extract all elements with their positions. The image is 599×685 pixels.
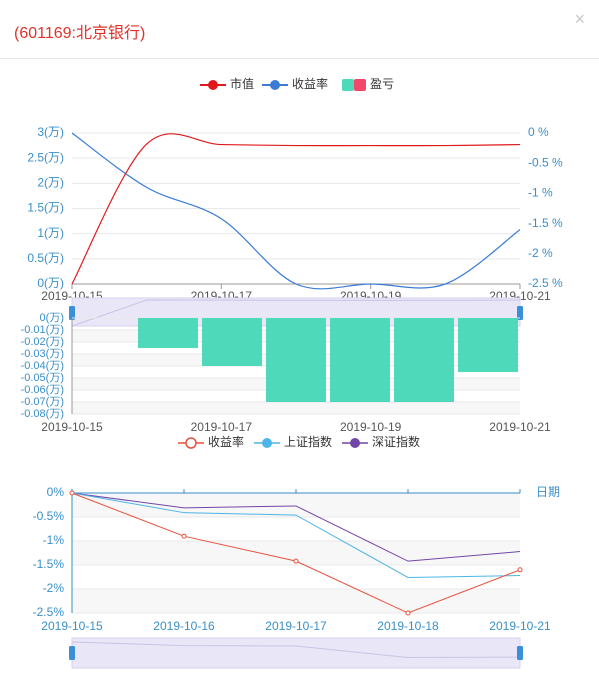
chart3-y-tick: -1.5% xyxy=(33,557,65,571)
legend-sh-index[interactable]: 上证指数 xyxy=(254,434,332,449)
legend-sh-index-marker xyxy=(262,438,272,448)
chart3-x-tick: 2019-10-18 xyxy=(377,619,439,633)
chart3-x-tick: 2019-10-21 xyxy=(489,619,551,633)
chart1-x-tick: 2019-10-19 xyxy=(340,289,402,303)
chart2-bar[interactable] xyxy=(458,318,518,372)
chart1-y-right-tick: -1.5 % xyxy=(528,216,563,230)
chart2-bar[interactable] xyxy=(266,318,326,402)
legend-return-rate[interactable]: 收益率 xyxy=(262,76,328,91)
dialog-header: (601169:北京银行) × xyxy=(0,0,599,59)
zoom-slider-top-handle-left[interactable] xyxy=(69,306,75,320)
chart2-x-tick: 2019-10-21 xyxy=(489,420,551,434)
chart2-band xyxy=(72,354,520,366)
chart3-x-tick: 2019-10-15 xyxy=(41,619,103,633)
chart2-x-tick: 2019-10-19 xyxy=(340,420,402,434)
chart2-y-tick: -0.05(万) xyxy=(21,372,64,384)
legend-stock-return-marker xyxy=(185,437,197,449)
chart3-point[interactable] xyxy=(517,567,523,573)
chart2-band xyxy=(72,378,520,390)
chart2-x-tick: 2019-10-17 xyxy=(191,420,253,434)
chart1-x-tick: 2019-10-17 xyxy=(191,289,253,303)
chart2-bar[interactable] xyxy=(138,318,198,348)
legend-pnl-icon-neg xyxy=(354,79,366,91)
chart1-y-left-tick: 2(万) xyxy=(37,176,64,190)
chart3-series-sz-index xyxy=(71,492,521,562)
chart1-y-right-tick: -2.5 % xyxy=(528,276,563,290)
chart1-y-right-tick: 0 % xyxy=(528,125,549,139)
chart1-y-left-tick: 1(万) xyxy=(37,226,64,240)
legend-sh-index-label: 上证指数 xyxy=(284,434,332,449)
chart1-y-left-tick: 1.5(万) xyxy=(27,201,64,215)
chart1-y-right-tick: -2 % xyxy=(528,246,553,260)
chart2-y-tick: -0.07(万) xyxy=(21,396,64,408)
chart1-y-right-tick: -0.5 % xyxy=(528,155,563,169)
legend-sz-index-marker xyxy=(350,438,360,448)
chart2-bar[interactable] xyxy=(394,318,454,402)
chart1-y-left-tick: 3(万) xyxy=(37,125,64,139)
chart1-y-right-tick: -1 % xyxy=(528,186,553,200)
legend-return-rate-label: 收益率 xyxy=(292,76,328,91)
chart1-series-return-rate xyxy=(71,132,521,290)
chart3-y-tick: -2% xyxy=(43,581,65,595)
chart3-x-tick: 2019-10-17 xyxy=(265,619,327,633)
chart3-y-tick: -0.5% xyxy=(33,509,65,523)
chart3-band xyxy=(72,589,520,613)
zoom-slider-bottom-preview xyxy=(71,641,521,658)
chart2-y-tick: -0.06(万) xyxy=(21,384,64,396)
close-icon[interactable]: × xyxy=(574,9,585,29)
chart2-bar[interactable] xyxy=(330,318,390,402)
chart2-x-tick: 2019-10-15 xyxy=(41,420,103,434)
chart3-x-axis-name: 日期 xyxy=(536,485,560,499)
chart3-point[interactable] xyxy=(181,533,187,539)
legend-market-value-marker xyxy=(208,80,218,90)
legend-pnl[interactable]: 盈亏 xyxy=(342,77,394,91)
chart3-point[interactable] xyxy=(293,558,299,564)
chart2-y-tick: 0(万) xyxy=(40,312,64,324)
legend-market-value-label: 市值 xyxy=(230,76,254,91)
chart3-series-stock-return xyxy=(71,492,521,614)
chart1-y-left-tick: 2.5(万) xyxy=(27,150,64,164)
chart3-point[interactable] xyxy=(69,490,75,496)
legend-stock-return-label: 收益率 xyxy=(208,434,244,449)
chart1-x-tick: 2019-10-21 xyxy=(489,289,551,303)
chart2-y-tick: -0.03(万) xyxy=(21,348,64,360)
chart2-bar[interactable] xyxy=(202,318,262,366)
zoom-slider-bottom-handle-right[interactable] xyxy=(517,646,523,660)
chart2-band xyxy=(72,402,520,414)
zoom-slider-bottom-handle-left[interactable] xyxy=(69,646,75,660)
legend-market-value[interactable]: 市值 xyxy=(200,76,254,91)
chart3-x-tick: 2019-10-16 xyxy=(153,619,215,633)
legend-pnl-label: 盈亏 xyxy=(370,77,394,91)
legend-stock-return[interactable]: 收益率 xyxy=(178,434,244,449)
chart2-y-tick: -0.08(万) xyxy=(21,408,64,420)
chart3-band xyxy=(72,541,520,565)
legend-sz-index-label: 深证指数 xyxy=(372,434,420,449)
chart3-y-tick: -1% xyxy=(43,533,65,547)
dialog-title: (601169:北京银行) xyxy=(14,25,146,42)
chart2-band xyxy=(72,330,520,342)
chart3-series-sh-index xyxy=(71,492,521,578)
chart2-y-tick: -0.04(万) xyxy=(21,360,64,372)
chart1-y-left-tick: 0.5(万) xyxy=(27,251,64,265)
chart3-y-tick: -2.5% xyxy=(33,605,65,619)
zoom-slider-top[interactable] xyxy=(71,297,521,327)
legend-return-rate-marker xyxy=(270,80,280,90)
legend-pnl-icon xyxy=(342,79,354,91)
zoom-slider-top-preview xyxy=(71,299,521,327)
chart3-band xyxy=(72,493,520,517)
chart1-y-left-tick: 0(万) xyxy=(37,276,64,290)
chart3-point[interactable] xyxy=(405,610,411,616)
chart3-y-tick: 0% xyxy=(47,485,65,499)
chart1-series-market-value xyxy=(71,133,521,285)
chart1-x-tick: 2019-10-15 xyxy=(41,289,103,303)
chart2-y-tick: -0.02(万) xyxy=(21,336,64,348)
chart2-y-tick: -0.01(万) xyxy=(21,324,64,336)
zoom-slider-bottom[interactable] xyxy=(71,637,521,669)
legend-sz-index[interactable]: 深证指数 xyxy=(342,434,420,449)
zoom-slider-top-handle-right[interactable] xyxy=(517,306,523,320)
